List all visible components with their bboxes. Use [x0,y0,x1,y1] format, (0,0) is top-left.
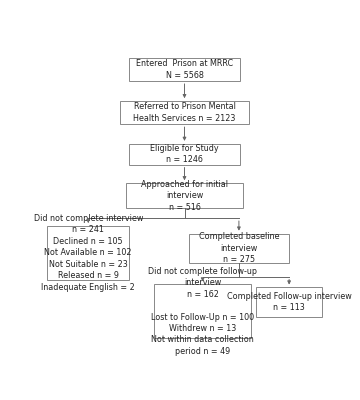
FancyBboxPatch shape [129,144,240,165]
FancyBboxPatch shape [120,101,249,124]
Text: Referred to Prison Mental
Health Services n = 2123: Referred to Prison Mental Health Service… [133,102,236,123]
Text: Entered  Prison at MRRC
N = 5568: Entered Prison at MRRC N = 5568 [136,59,233,80]
FancyBboxPatch shape [154,284,251,338]
FancyBboxPatch shape [129,58,240,81]
Text: Did not complete follow-up
interview
n = 162

Lost to Follow-Up n = 100
Withdrew: Did not complete follow-up interview n =… [148,267,257,356]
FancyBboxPatch shape [126,183,243,208]
Text: Approached for initial
interview
n = 516: Approached for initial interview n = 516 [141,180,228,212]
FancyBboxPatch shape [47,226,129,280]
Text: Eligible for Study
n = 1246: Eligible for Study n = 1246 [150,144,219,164]
FancyBboxPatch shape [189,234,289,263]
FancyBboxPatch shape [256,288,322,317]
Text: Completed Follow-up interview
n = 113: Completed Follow-up interview n = 113 [227,292,351,312]
Text: Completed baseline
interview
n = 275: Completed baseline interview n = 275 [199,232,279,264]
Text: Did not complete interview
n = 241
Declined n = 105
Not Available n = 102
Not Su: Did not complete interview n = 241 Decli… [33,214,143,292]
